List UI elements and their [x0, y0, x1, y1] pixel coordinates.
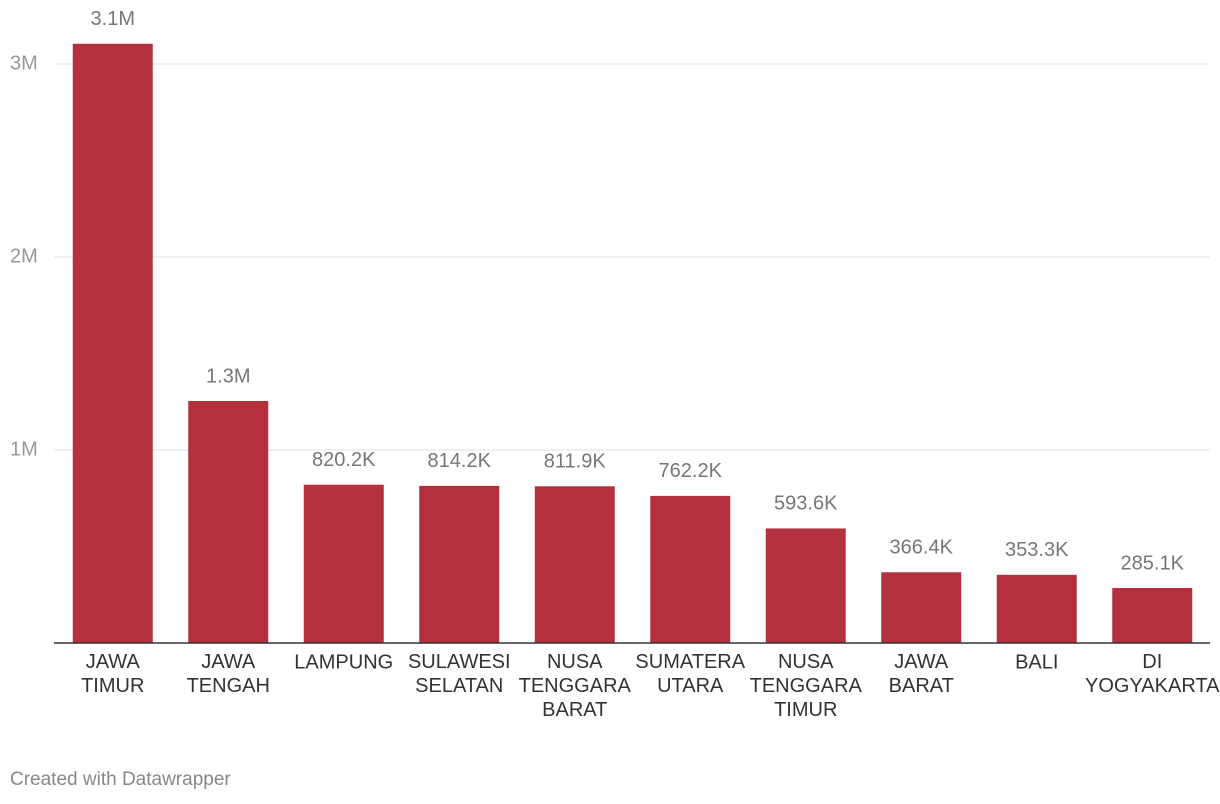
x-tick-label-line: BARAT — [889, 675, 954, 697]
bar — [996, 574, 1077, 643]
x-tick-label-line: JAWA — [894, 651, 949, 673]
bar — [881, 572, 962, 643]
x-tick-label-line: DI — [1142, 651, 1162, 673]
value-label: 366.4K — [890, 537, 954, 559]
x-tick-label-line: SELATAN — [415, 675, 503, 697]
x-tick-label-line: TENGGARA — [750, 675, 863, 697]
bar — [1112, 587, 1193, 643]
bar — [303, 484, 384, 643]
x-tick-label: SULAWESI SELATAN — [408, 651, 511, 697]
value-label: 762.2K — [659, 460, 723, 482]
value-label: 820.2K — [312, 449, 376, 471]
x-tick-label-line: SULAWESI — [408, 651, 511, 673]
bar — [650, 495, 731, 643]
y-tick-label: 1M — [10, 438, 38, 460]
bar — [765, 528, 846, 643]
x-tick-label-line: TIMUR — [81, 675, 144, 697]
x-tick-label-line: YOGYAKARTA — [1085, 675, 1220, 697]
x-tick-label-line: UTARA — [657, 675, 724, 697]
value-label: 3.1M — [91, 8, 135, 30]
x-tick-label: NUSA TENGGARA BARAT — [519, 651, 632, 721]
x-tick-label: JAWA TENGAH — [187, 651, 270, 697]
y-tick-label: 2M — [10, 245, 38, 267]
bar — [419, 485, 500, 643]
x-tick-label-line: NUSA — [778, 651, 834, 673]
x-tick-label-line: NUSA — [547, 651, 603, 673]
x-tick-label: NUSA TENGGARA TIMUR — [750, 651, 863, 721]
x-tick-label-line: JAWA — [86, 651, 141, 673]
value-label: 1.3M — [206, 365, 250, 387]
bar — [188, 400, 269, 643]
x-tick-label-line: TENGAH — [187, 675, 270, 697]
x-tick-label: DI YOGYAKARTA — [1085, 651, 1220, 697]
x-tick-label-line: JAWA — [201, 651, 256, 673]
credit: Created with Datawrapper — [10, 769, 231, 790]
x-tick-label-line: TIMUR — [774, 699, 837, 721]
bar — [534, 486, 615, 643]
value-label: 593.6K — [774, 493, 838, 515]
x-tick-label: JAWA BARAT — [889, 651, 954, 697]
x-tick-label: LAMPUNG — [294, 651, 393, 673]
x-tick-label: JAWA TIMUR — [81, 651, 144, 697]
x-tick-label: BALI — [1015, 651, 1058, 673]
x-tick-label-line: TENGGARA — [519, 675, 632, 697]
value-label: 814.2K — [428, 450, 492, 472]
x-tick-label-line: BARAT — [542, 699, 607, 721]
value-label: 353.3K — [1005, 539, 1069, 561]
x-tick-label: SUMATERA UTARA — [635, 651, 745, 697]
value-label: 811.9K — [544, 451, 607, 473]
x-tick-label-line: SUMATERA — [635, 651, 745, 673]
y-tick-label: 3M — [10, 52, 38, 74]
bar — [72, 43, 153, 644]
value-label: 285.1K — [1121, 552, 1185, 574]
